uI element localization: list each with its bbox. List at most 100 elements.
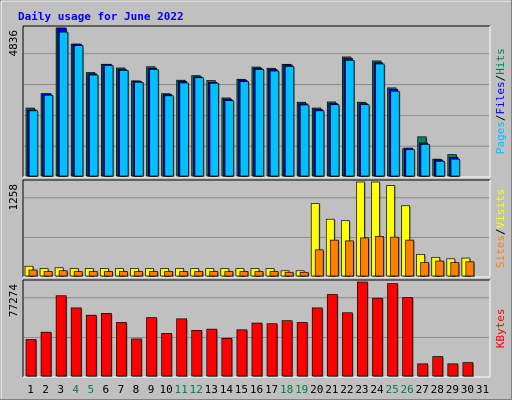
bar-kbytes-day-7 <box>116 322 127 377</box>
bar-kbytes-day-20 <box>311 307 323 377</box>
bar-pages-day-28 <box>435 160 445 177</box>
x-tick-label: 3 <box>57 383 64 396</box>
bar-kbytes-day-4 <box>70 307 82 377</box>
x-tick-label: 16 <box>250 383 263 396</box>
bar-kbytes-day-10 <box>161 333 172 377</box>
bar-sites-day-13 <box>209 271 219 277</box>
x-tick-label: 4 <box>72 383 79 396</box>
legend-separator: / <box>494 228 507 235</box>
bar-sites-day-25 <box>390 236 399 277</box>
bar-pages-day-6 <box>104 65 114 177</box>
x-tick-label: 31 <box>476 383 489 396</box>
bar-sites-day-18 <box>284 271 294 277</box>
bar-kbytes-day-19 <box>296 322 308 377</box>
bar-pages-day-20 <box>315 110 325 177</box>
bar-pages-day-29 <box>450 158 460 177</box>
bar-pages-day-27 <box>420 144 430 177</box>
legend-hits: Hits <box>494 48 507 75</box>
x-tick-label: 8 <box>133 383 140 396</box>
legend-visits: Visits <box>494 189 507 229</box>
x-tick-label: 22 <box>340 383 353 396</box>
bar-sites-day-2 <box>43 271 53 277</box>
bar-kbytes-day-1 <box>25 339 37 377</box>
x-tick-label: 21 <box>325 383 338 396</box>
x-tick-label: 7 <box>118 383 125 396</box>
bar-pages-day-16 <box>254 69 265 177</box>
panel-legend: Sites/Visits <box>494 189 507 269</box>
bar-kbytes-day-30 <box>462 362 474 377</box>
bar-sites-day-11 <box>179 271 188 277</box>
bar-kbytes-day-13 <box>206 328 218 377</box>
bar-sites-day-14 <box>224 271 234 277</box>
bar-sites-day-6 <box>103 271 113 277</box>
bar-pages-day-2 <box>43 94 54 177</box>
x-tick-label: 10 <box>159 383 172 396</box>
bar-sites-day-22 <box>345 240 354 277</box>
bar-pages-day-21 <box>330 104 340 177</box>
x-tick-label: 14 <box>220 383 234 396</box>
bar-pages-day-26 <box>405 149 415 177</box>
bar-sites-day-8 <box>134 271 143 277</box>
bar-pages-day-23 <box>360 104 370 177</box>
x-tick-label: 23 <box>355 383 368 396</box>
bar-pages-day-17 <box>269 70 280 177</box>
bar-kbytes-day-3 <box>55 295 67 377</box>
bar-sites-day-9 <box>149 271 158 277</box>
chart-title: Daily usage for June 2022 <box>18 10 184 23</box>
bar-kbytes-day-8 <box>131 338 142 377</box>
x-tick-label: 19 <box>295 383 308 396</box>
legend-pages: Pages <box>494 121 507 154</box>
bar-sites-day-19 <box>299 271 309 277</box>
bar-sites-day-5 <box>88 271 98 277</box>
bar-sites-day-4 <box>73 271 83 277</box>
bar-pages-day-15 <box>239 81 249 177</box>
bar-kbytes-day-17 <box>266 323 278 377</box>
x-tick-label: 5 <box>87 383 94 396</box>
x-tick-label: 24 <box>370 383 384 396</box>
x-tick-label: 13 <box>205 383 218 396</box>
bar-kbytes-day-9 <box>146 317 157 377</box>
x-tick-label: 12 <box>190 383 203 396</box>
x-tick-label: 15 <box>235 383 248 396</box>
bar-pages-day-3 <box>58 31 69 177</box>
bar-sites-day-20 <box>314 249 324 277</box>
bar-sites-day-16 <box>254 271 264 277</box>
x-tick-label: 9 <box>148 383 155 396</box>
bar-sites-day-28 <box>435 260 445 277</box>
bar-sites-day-27 <box>420 262 430 277</box>
bar-kbytes-day-16 <box>251 322 263 377</box>
bar-sites-day-10 <box>164 271 173 277</box>
bar-kbytes-day-29 <box>447 363 459 377</box>
bar-sites-day-7 <box>119 271 128 277</box>
x-tick-label: 2 <box>42 383 49 396</box>
bar-pages-day-14 <box>224 100 234 177</box>
x-tick-label: 20 <box>310 383 323 396</box>
bar-pages-day-19 <box>300 104 310 177</box>
bar-kbytes-day-27 <box>417 363 429 377</box>
bar-kbytes-day-24 <box>372 297 383 377</box>
bar-sites-day-17 <box>269 271 279 277</box>
panel-legend: Pages/Files/Hits <box>494 48 507 154</box>
x-tick-label: 26 <box>401 383 414 396</box>
bar-pages-day-4 <box>74 45 84 177</box>
bar-kbytes-day-25 <box>387 283 398 377</box>
bar-sites-day-15 <box>239 271 249 277</box>
bar-kbytes-day-26 <box>402 297 413 377</box>
bar-kbytes-day-6 <box>100 313 112 377</box>
bar-pages-day-7 <box>119 70 129 177</box>
bar-sites-day-29 <box>450 262 460 277</box>
bar-sites-day-1 <box>28 269 38 277</box>
legend-separator: / <box>494 75 507 82</box>
bar-pages-day-13 <box>209 82 219 177</box>
x-tick-label: 29 <box>446 383 459 396</box>
bar-pages-day-12 <box>194 77 204 177</box>
bar-kbytes-day-12 <box>191 330 203 377</box>
bar-sites-day-21 <box>329 239 339 277</box>
bar-pages-day-8 <box>134 82 144 177</box>
bar-pages-day-9 <box>149 69 159 177</box>
bar-sites-day-23 <box>360 237 369 277</box>
ymax-label: 77274 <box>7 284 20 317</box>
bar-sites-day-12 <box>194 271 204 277</box>
bar-pages-day-1 <box>28 110 39 177</box>
legend-files: Files <box>494 81 507 114</box>
